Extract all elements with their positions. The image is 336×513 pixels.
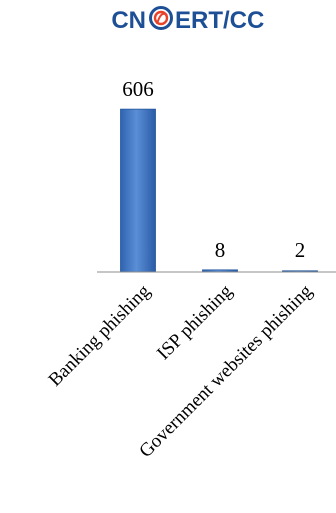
logo-emblem-icon (149, 6, 173, 30)
data-label: 606 (122, 77, 154, 101)
logo-text-right: ERT/CC (175, 7, 264, 34)
bar (120, 108, 156, 273)
logo-text-left: CN (111, 7, 146, 34)
data-label: 8 (215, 238, 226, 262)
cncert-logo: CN ERT/CC (111, 6, 264, 34)
category-label: Government websites phishing (135, 280, 317, 462)
data-label: 2 (295, 238, 306, 262)
category-label: Banking phishing (45, 280, 155, 390)
category-label: ISP phishing (153, 280, 237, 364)
